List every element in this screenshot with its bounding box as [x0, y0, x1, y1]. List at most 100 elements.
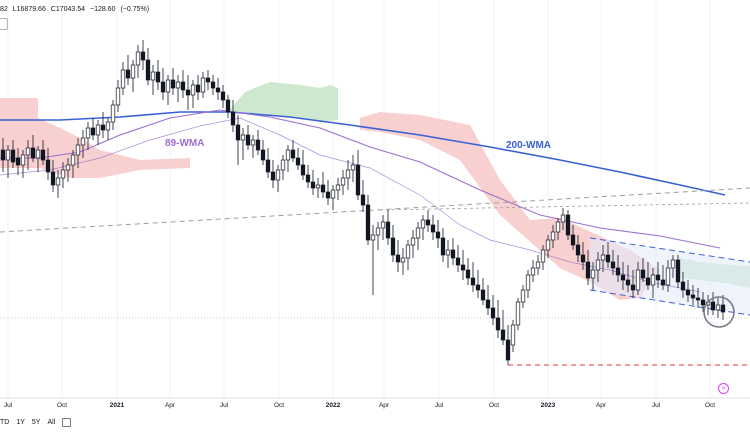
candle-down: [295, 157, 301, 166]
scroll-to-realtime-icon[interactable]: »: [718, 383, 729, 394]
candle-down: [435, 231, 441, 239]
candle-up: [530, 267, 536, 276]
range-button-1y[interactable]: 1Y: [16, 418, 25, 426]
candle-up: [5, 149, 11, 161]
candle-up: [60, 169, 66, 179]
candle-down: [695, 297, 701, 301]
candle-up: [280, 159, 286, 171]
candle-up: [190, 84, 196, 96]
candle-up: [375, 227, 381, 236]
x-tick-label: Oct: [489, 402, 499, 409]
candle-up: [85, 127, 91, 139]
candle-down: [225, 99, 231, 113]
candle-down: [0, 149, 6, 161]
range-button-5y[interactable]: 5Y: [31, 418, 41, 426]
legend-close: C17043.54: [50, 6, 86, 13]
candle-down: [15, 157, 21, 166]
candle-up: [445, 249, 451, 256]
x-tick-label: Apr: [379, 402, 390, 409]
candle-up: [545, 239, 551, 251]
ichimoku-cloud-bearish: [0, 98, 190, 178]
candle-up: [65, 164, 71, 171]
candle-up: [415, 227, 421, 239]
candle-down: [305, 174, 311, 183]
candle-up: [200, 77, 206, 93]
candle-down: [430, 224, 436, 233]
candle-up: [555, 221, 561, 233]
candle-down: [450, 249, 456, 259]
candle-down: [180, 81, 186, 91]
focus-circle: [703, 296, 735, 328]
x-tick-label: Apr: [596, 402, 607, 409]
candle-down: [500, 329, 506, 341]
collapse-legend-toggle[interactable]: [0, 18, 8, 30]
candle-down: [90, 127, 96, 136]
candle-down: [210, 81, 216, 89]
candle-down: [610, 261, 616, 269]
candle-down: [490, 307, 496, 319]
candle-up: [550, 231, 556, 241]
candle-up: [130, 64, 136, 79]
long-trendline: [0, 187, 750, 233]
candle-up: [25, 147, 31, 156]
x-tick-label: Jul: [652, 402, 661, 409]
candle-down: [325, 191, 331, 199]
candle-up: [400, 257, 406, 263]
candle-down: [485, 299, 491, 309]
candle-down: [195, 84, 201, 93]
candle-down: [40, 149, 46, 161]
candle-down: [100, 124, 106, 131]
candle-up: [55, 177, 61, 186]
candle-down: [155, 71, 161, 83]
candle-up: [350, 164, 356, 171]
candle-down: [565, 214, 571, 236]
candle-down: [145, 59, 151, 81]
candle-down: [45, 159, 51, 173]
candle-down: [505, 339, 511, 361]
candle-down: [235, 124, 241, 141]
candle-down: [480, 289, 486, 301]
candle-up: [75, 144, 81, 156]
x-tick-label: Jul: [435, 402, 444, 409]
candle-up: [95, 124, 101, 136]
x-tick-label: 2022: [326, 402, 341, 409]
candle-down: [365, 204, 371, 241]
ohlc-legend: 82 L16879.66 C17043.54 −128.60 (−0.75%): [0, 6, 152, 13]
candle-up: [340, 177, 346, 186]
candle-down: [230, 111, 236, 126]
x-tick-label: 2021: [110, 402, 125, 409]
label-200-wma: 200-WMA: [506, 140, 551, 151]
candle-up: [525, 274, 531, 291]
candle-up: [120, 69, 126, 89]
legend-change: −128.60: [90, 6, 116, 13]
label-89-wma: 89-WMA: [165, 138, 204, 149]
candle-up: [105, 121, 111, 131]
range-button-td[interactable]: TD: [0, 418, 10, 426]
candle-down: [265, 159, 271, 173]
candle-up: [540, 249, 546, 263]
candle-up: [520, 289, 526, 303]
candle-up: [70, 154, 76, 166]
candle-up: [635, 269, 641, 291]
candle-up: [275, 169, 281, 181]
calendar-icon[interactable]: [62, 417, 72, 427]
candle-down: [360, 194, 366, 206]
candle-up: [595, 259, 601, 271]
candle-up: [370, 234, 376, 241]
candle-down: [205, 77, 211, 83]
candle-up: [410, 237, 416, 246]
candle-up: [165, 79, 171, 93]
candle-down: [310, 181, 316, 189]
candle-up: [670, 259, 676, 269]
range-button-all[interactable]: All: [47, 418, 56, 426]
candle-down: [700, 299, 706, 306]
candle-up: [335, 184, 341, 191]
candle-up: [330, 189, 336, 199]
candle-down: [270, 171, 276, 181]
candle-down: [475, 284, 481, 291]
candle-down: [50, 171, 56, 186]
candle-down: [185, 89, 191, 96]
candle-down: [395, 254, 401, 263]
